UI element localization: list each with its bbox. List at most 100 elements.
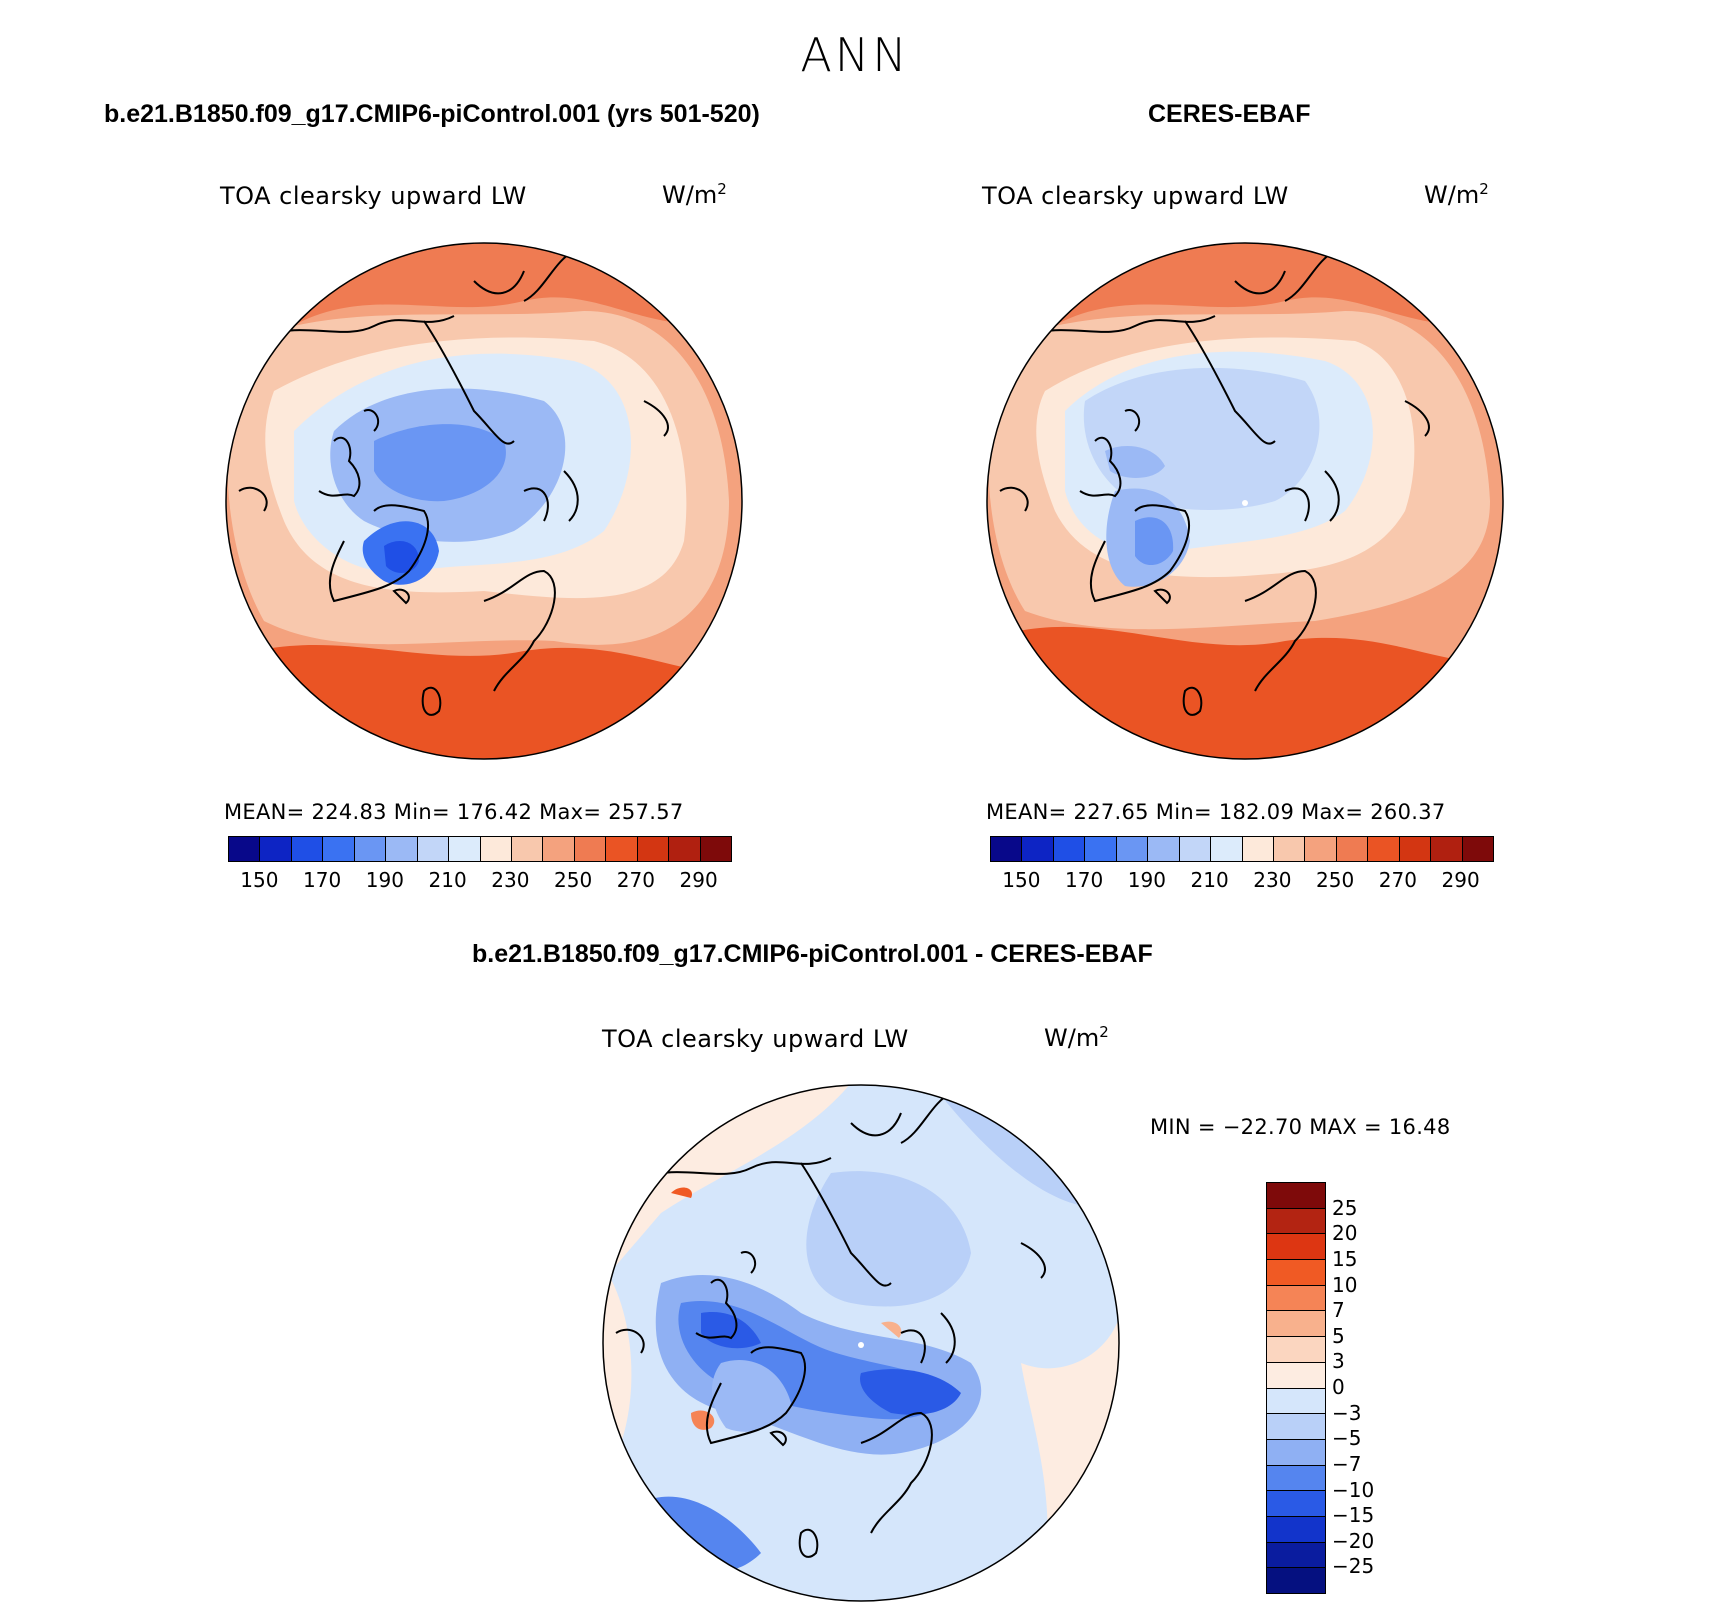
colorbar-tick-label: −7	[1332, 1451, 1362, 1476]
colorbar-tick-label: 290	[679, 868, 718, 892]
model-colorbar	[228, 836, 732, 862]
colorbar-swatch	[1267, 1516, 1325, 1543]
obs-units: W/m2	[1424, 180, 1489, 209]
obs-units-exp: 2	[1479, 180, 1489, 198]
page-title: ANN	[800, 28, 910, 82]
colorbar-swatch	[700, 837, 731, 861]
colorbar-swatch	[1336, 837, 1369, 861]
colorbar-swatch	[543, 837, 575, 861]
colorbar-swatch	[1242, 837, 1274, 861]
diff-colorbar	[1266, 1182, 1326, 1594]
colorbar-tick-label: 250	[554, 868, 593, 892]
model-stats: MEAN= 224.83 Min= 176.42 Max= 257.57	[224, 800, 684, 824]
colorbar-swatch	[1305, 837, 1337, 861]
diff-stats: MIN = −22.70 MAX = 16.48	[1150, 1115, 1451, 1139]
colorbar-tick-label: 290	[1441, 868, 1480, 892]
colorbar-swatch	[260, 837, 292, 861]
colorbar-swatch	[1267, 1439, 1325, 1466]
colorbar-tick-label: 25	[1332, 1195, 1358, 1220]
colorbar-tick-label: 150	[1002, 868, 1041, 892]
colorbar-swatch	[669, 837, 701, 861]
colorbar-tick-label: 230	[491, 868, 530, 892]
colorbar-swatch	[606, 837, 638, 861]
colorbar-swatch	[1022, 837, 1054, 861]
colorbar-tick-label: 270	[1378, 868, 1417, 892]
colorbar-swatch	[323, 837, 355, 861]
colorbar-swatch	[574, 837, 607, 861]
colorbar-swatch	[1053, 837, 1086, 861]
colorbar-swatch	[1267, 1568, 1325, 1593]
model-units-base: W/m	[662, 181, 718, 209]
colorbar-tick-label: 7	[1332, 1298, 1345, 1323]
colorbar-swatch	[1148, 837, 1180, 861]
colorbar-swatch	[1267, 1465, 1325, 1492]
colorbar-tick-label: 0	[1332, 1375, 1345, 1399]
colorbar-swatch	[291, 837, 324, 861]
obs-polar-map	[986, 242, 1504, 760]
diff-units-exp: 2	[1099, 1023, 1109, 1041]
colorbar-tick-label: 250	[1316, 868, 1355, 892]
colorbar-swatch	[1273, 837, 1306, 861]
diff-units-base: W/m	[1044, 1024, 1100, 1052]
colorbar-swatch	[1267, 1414, 1325, 1440]
colorbar-tick-label: 170	[1065, 868, 1104, 892]
colorbar-tick-label: 15	[1332, 1246, 1358, 1271]
colorbar-tick-label: 210	[1190, 868, 1229, 892]
colorbar-swatch	[1116, 837, 1149, 861]
colorbar-swatch	[991, 837, 1023, 861]
colorbar-swatch	[1267, 1208, 1325, 1235]
diff-case-title: b.e21.B1850.f09_g17.CMIP6-piControl.001 …	[472, 940, 1153, 968]
diff-units: W/m2	[1044, 1023, 1109, 1052]
colorbar-swatch	[1267, 1491, 1325, 1517]
colorbar-tick-label: 20	[1332, 1221, 1358, 1246]
colorbar-tick-label: −10	[1332, 1477, 1375, 1502]
diff-polar-map	[602, 1084, 1120, 1602]
colorbar-swatch	[386, 837, 418, 861]
model-units: W/m2	[662, 180, 727, 209]
model-variable-title: TOA clearsky upward LW	[220, 182, 527, 210]
obs-units-base: W/m	[1424, 181, 1480, 209]
model-case-title: b.e21.B1850.f09_g17.CMIP6-piControl.001 …	[104, 100, 760, 128]
colorbar-swatch	[511, 837, 544, 861]
colorbar-swatch	[1267, 1234, 1325, 1261]
colorbar-swatch	[1267, 1260, 1325, 1286]
model-units-exp: 2	[717, 180, 727, 198]
colorbar-tick-label: 5	[1332, 1323, 1345, 1348]
obs-variable-title: TOA clearsky upward LW	[982, 182, 1289, 210]
colorbar-swatch	[354, 837, 387, 861]
colorbar-tick-label: −15	[1332, 1503, 1375, 1528]
colorbar-swatch	[1431, 837, 1463, 861]
colorbar-swatch	[1368, 837, 1400, 861]
colorbar-swatch	[1267, 1542, 1325, 1569]
colorbar-swatch	[1267, 1362, 1325, 1389]
colorbar-tick-label: 3	[1332, 1349, 1345, 1374]
colorbar-tick-label: 190	[1127, 868, 1166, 892]
colorbar-tick-label: −3	[1332, 1400, 1362, 1425]
colorbar-tick-label: 150	[240, 868, 279, 892]
colorbar-swatch	[1085, 837, 1117, 861]
colorbar-swatch	[449, 837, 481, 861]
colorbar-swatch	[1267, 1285, 1325, 1312]
colorbar-tick-label: 210	[428, 868, 467, 892]
colorbar-tick-label: −25	[1332, 1554, 1375, 1579]
colorbar-tick-label: 230	[1253, 868, 1292, 892]
colorbar-tick-label: 10	[1332, 1272, 1358, 1297]
colorbar-tick-label: −5	[1332, 1426, 1362, 1451]
colorbar-tick-label: 190	[365, 868, 404, 892]
colorbar-swatch	[229, 837, 261, 861]
colorbar-swatch	[417, 837, 450, 861]
model-polar-map	[225, 242, 743, 760]
colorbar-swatch	[1462, 837, 1493, 861]
colorbar-swatch	[1211, 837, 1243, 861]
colorbar-tick-label: 170	[303, 868, 342, 892]
colorbar-tick-label: −20	[1332, 1528, 1375, 1553]
colorbar-swatch	[1267, 1388, 1325, 1415]
colorbar-swatch	[1267, 1183, 1325, 1209]
colorbar-swatch	[480, 837, 512, 861]
colorbar-swatch	[1399, 837, 1432, 861]
obs-case-title: CERES-EBAF	[1148, 100, 1311, 128]
colorbar-tick-label: 270	[616, 868, 655, 892]
obs-stats: MEAN= 227.65 Min= 182.09 Max= 260.37	[986, 800, 1446, 824]
colorbar-swatch	[1179, 837, 1212, 861]
colorbar-swatch	[1267, 1337, 1325, 1363]
